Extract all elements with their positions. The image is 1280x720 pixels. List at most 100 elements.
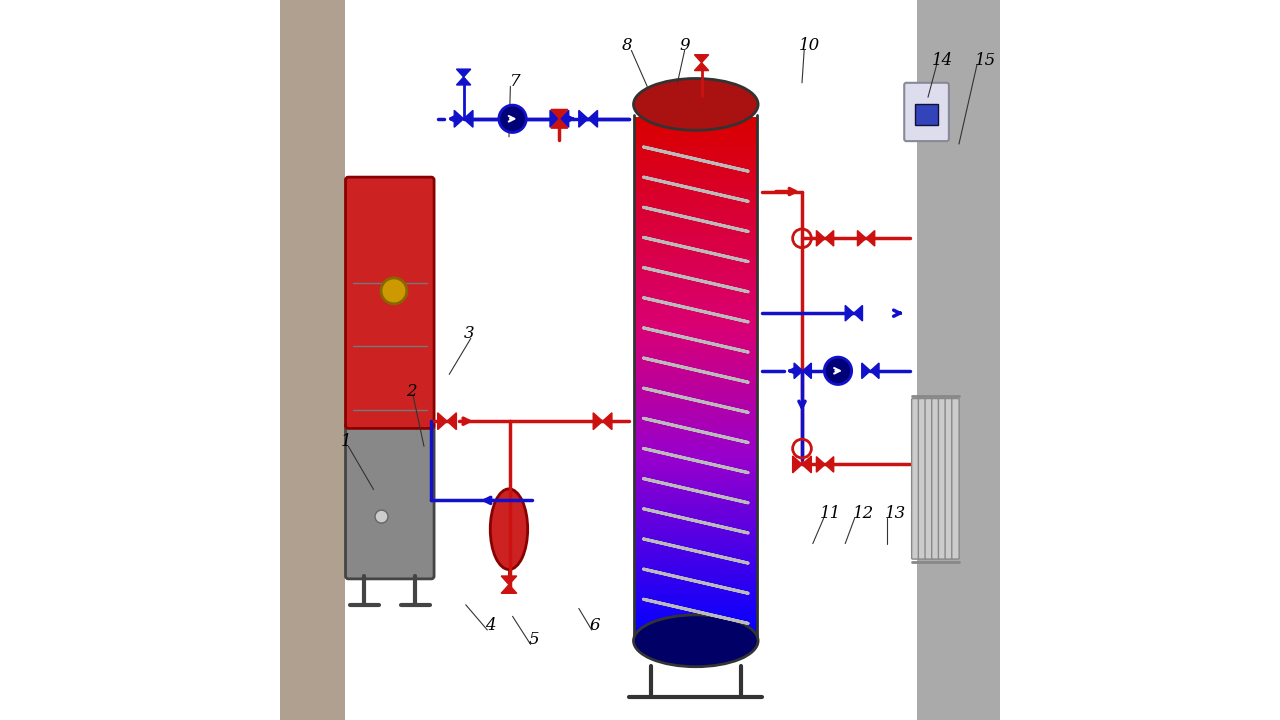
Bar — [635, 528, 758, 533]
Bar — [635, 627, 758, 632]
Bar — [635, 398, 758, 403]
Bar — [635, 407, 758, 412]
Bar — [635, 174, 758, 179]
Bar — [635, 199, 758, 204]
Bar — [635, 489, 758, 494]
Bar — [635, 506, 758, 511]
Bar — [635, 364, 758, 369]
Bar — [635, 186, 758, 192]
Bar — [635, 571, 758, 576]
Text: 3: 3 — [463, 325, 474, 343]
Bar — [635, 130, 758, 135]
Polygon shape — [826, 230, 833, 246]
Bar — [635, 580, 758, 585]
Polygon shape — [854, 305, 863, 321]
Bar — [635, 359, 758, 364]
Bar — [635, 554, 758, 559]
Bar — [635, 225, 758, 230]
Bar — [635, 588, 758, 593]
Polygon shape — [803, 456, 812, 473]
Bar — [635, 264, 758, 269]
Polygon shape — [457, 69, 471, 77]
Polygon shape — [559, 110, 568, 127]
Polygon shape — [550, 109, 568, 119]
Bar — [635, 472, 758, 477]
Text: 7: 7 — [511, 73, 521, 91]
Bar — [635, 135, 758, 140]
Bar — [635, 243, 758, 248]
Polygon shape — [447, 413, 457, 430]
Polygon shape — [817, 230, 826, 246]
Bar — [635, 182, 758, 187]
FancyBboxPatch shape — [945, 399, 952, 559]
Bar — [635, 545, 758, 550]
Polygon shape — [550, 110, 559, 127]
Bar — [635, 269, 758, 274]
Bar — [635, 601, 758, 606]
Bar — [635, 480, 758, 485]
Bar — [635, 221, 758, 226]
Bar — [635, 204, 758, 209]
Bar — [635, 312, 758, 317]
Bar — [635, 562, 758, 567]
Bar — [635, 493, 758, 498]
Bar — [635, 338, 758, 343]
Polygon shape — [550, 119, 568, 128]
Bar — [635, 368, 758, 373]
FancyBboxPatch shape — [346, 423, 434, 579]
Bar — [635, 217, 758, 222]
Bar — [635, 156, 758, 161]
Bar — [635, 303, 758, 308]
Bar — [635, 532, 758, 537]
Bar — [635, 614, 758, 619]
Bar — [635, 238, 758, 243]
Bar — [635, 385, 758, 390]
Bar — [635, 273, 758, 278]
Bar — [635, 342, 758, 347]
Bar — [635, 558, 758, 563]
Bar — [635, 502, 758, 507]
Bar — [635, 333, 758, 338]
Bar — [635, 606, 758, 611]
Bar — [635, 208, 758, 213]
Bar — [635, 117, 758, 122]
Bar — [635, 329, 758, 334]
FancyBboxPatch shape — [952, 399, 959, 559]
Bar — [635, 450, 758, 455]
Bar — [635, 618, 758, 624]
Bar — [635, 195, 758, 200]
Polygon shape — [695, 55, 709, 63]
Bar — [635, 610, 758, 615]
FancyBboxPatch shape — [346, 177, 434, 428]
Bar — [635, 277, 758, 282]
Polygon shape — [861, 363, 870, 379]
Bar — [635, 390, 758, 395]
Bar — [635, 251, 758, 256]
Bar — [635, 623, 758, 628]
Bar — [280, 0, 344, 720]
Bar — [635, 428, 758, 433]
Bar — [635, 515, 758, 520]
Bar — [635, 498, 758, 503]
Bar — [635, 593, 758, 598]
Bar — [635, 325, 758, 330]
Bar — [635, 467, 758, 472]
FancyBboxPatch shape — [918, 399, 925, 559]
Bar — [918, 0, 1000, 720]
Bar — [635, 536, 758, 541]
Bar — [635, 415, 758, 420]
Bar — [635, 463, 758, 468]
Bar — [635, 169, 758, 174]
Polygon shape — [845, 305, 854, 321]
Polygon shape — [454, 110, 463, 127]
Polygon shape — [593, 413, 603, 430]
Bar — [635, 597, 758, 602]
Ellipse shape — [634, 615, 758, 667]
Text: 14: 14 — [932, 52, 952, 69]
Bar — [635, 411, 758, 416]
Bar — [635, 372, 758, 377]
Circle shape — [499, 105, 526, 132]
Bar — [635, 148, 758, 153]
Bar — [635, 394, 758, 399]
Text: 10: 10 — [799, 37, 819, 55]
